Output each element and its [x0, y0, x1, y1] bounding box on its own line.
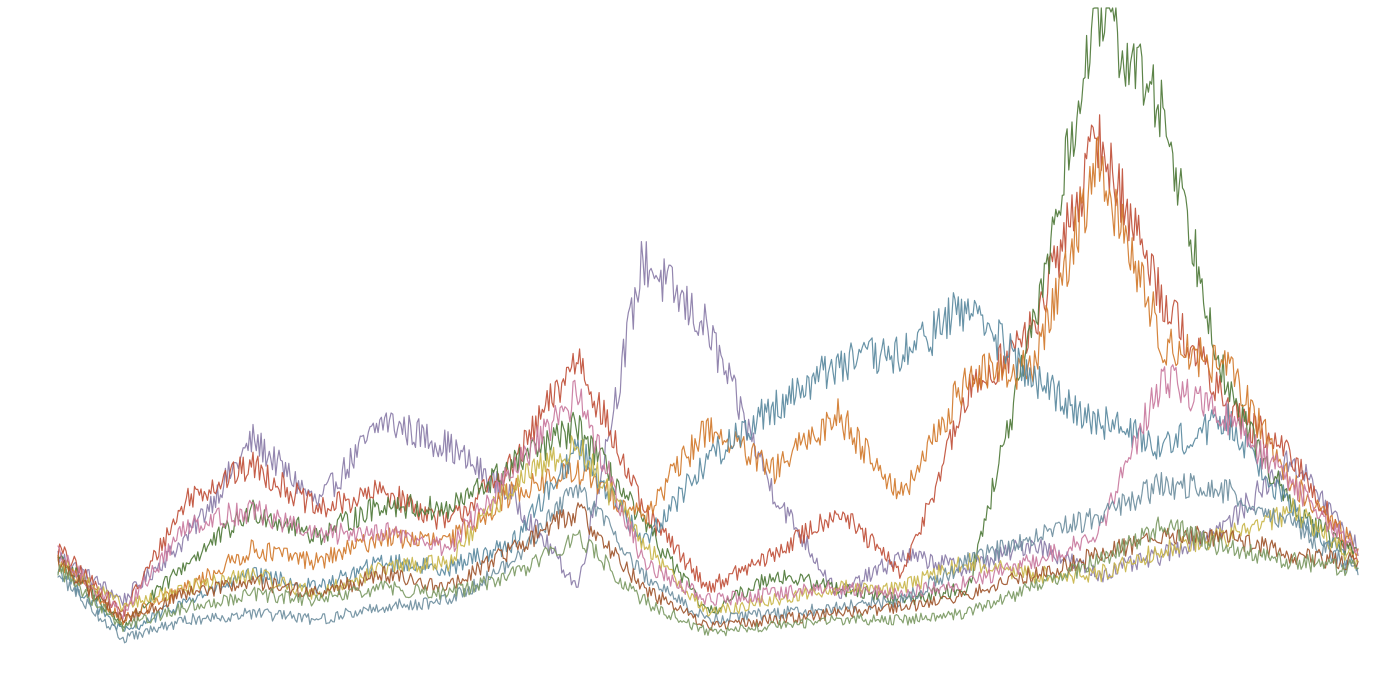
series-line-10: [57, 516, 1359, 637]
series-line-3: [57, 7, 1359, 629]
series-line-8: [57, 472, 1359, 644]
series-line-2: [57, 114, 1359, 617]
series-line-5: [57, 292, 1359, 632]
series-line-4: [57, 136, 1359, 626]
series-line-7: [57, 364, 1359, 620]
series-layer: [57, 7, 1359, 644]
series-line-1: [57, 241, 1359, 607]
